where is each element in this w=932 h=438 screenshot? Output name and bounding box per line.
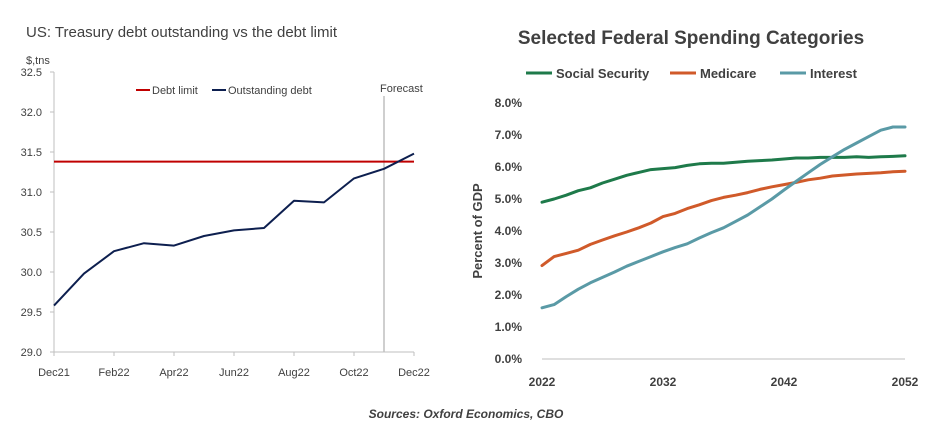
left-x-tick-label: Dec22 [398,367,430,379]
right-y-tick-label: 1.0% [495,320,523,334]
left-x-tick-label: Aug22 [278,367,310,379]
right-x-tick-label: 2032 [650,375,677,389]
left-y-unit-label: $,tns [26,55,50,67]
right-y-tick-label: 3.0% [495,256,523,270]
series-line-outstanding-debt [53,152,415,307]
right-y-axis: 8.0% 7.0% 6.0% 5.0% 4.0% 3.0% 2.0% 1.0% 0.0% [495,96,523,366]
legend-label-interest: Interest [810,66,858,81]
left-y-axis: 32.5 32.0 31.5 31.0 30.5 30.0 29.5 29.0 [21,67,54,359]
series-line-interest [540,125,907,310]
left-y-tick-label: 31.0 [21,187,42,199]
right-x-tick-label: 2022 [529,375,556,389]
right-legend: Social Security Medicare Interest [526,66,858,81]
left-y-tick-label: 29.0 [21,347,42,359]
right-y-axis-title: Percent of GDP [470,183,485,279]
right-y-tick-label: 7.0% [495,128,523,142]
left-y-tick-label: 30.5 [21,227,42,239]
right-y-tick-label: 0.0% [495,352,523,366]
left-series-group [53,152,415,307]
right-y-tick-label: 4.0% [495,224,523,238]
left-x-tick-label: Oct22 [339,367,368,379]
left-legend: Debt limit Outstanding debt [136,85,312,97]
left-y-tick-label: 29.5 [21,307,42,319]
right-x-tick-label: 2042 [771,375,798,389]
series-line-medicare [540,169,907,268]
right-y-tick-label: 8.0% [495,96,523,110]
left-y-tick-label: 31.5 [21,147,42,159]
left-x-tick-label: Jun22 [219,367,249,379]
legend-label-social-security: Social Security [556,66,650,81]
left-x-tick-label: Apr22 [159,367,188,379]
series-line-social-security [540,154,907,204]
legend-label-medicare: Medicare [700,66,756,81]
right-y-tick-label: 6.0% [495,160,523,174]
left-chart: US: Treasury debt outstanding vs the deb… [21,24,430,379]
right-series-group [540,125,907,310]
left-y-tick-label: 32.0 [21,107,42,119]
left-y-tick-label: 32.5 [21,67,42,79]
left-x-tick-label: Feb22 [98,367,129,379]
left-y-tick-label: 30.0 [21,267,42,279]
right-y-tick-label: 5.0% [495,192,523,206]
right-y-tick-label: 2.0% [495,288,523,302]
right-x-axis: 2022 2032 2042 2052 [529,375,919,389]
left-chart-title: US: Treasury debt outstanding vs the deb… [26,24,338,41]
forecast-label: Forecast [380,83,423,95]
legend-label-outstanding-debt: Outstanding debt [228,85,312,97]
right-chart-title: Selected Federal Spending Categories [518,28,864,49]
right-x-tick-label: 2052 [892,375,919,389]
legend-label-debt-limit: Debt limit [152,85,198,97]
left-x-axis: Dec21 Feb22 Apr22 Jun22 Aug22 Oct22 Dec22 [38,352,430,379]
right-chart: Selected Federal Spending Categories Soc… [470,28,919,389]
left-x-tick-label: Dec21 [38,367,70,379]
sources-note: Sources: Oxford Economics, CBO [369,407,564,421]
